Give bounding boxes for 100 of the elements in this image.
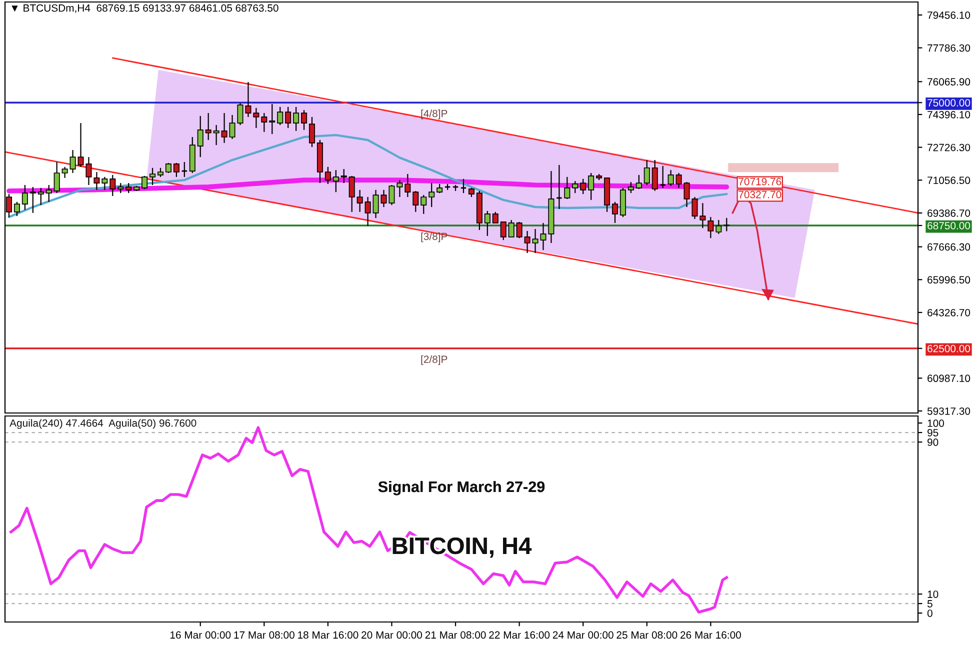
candlestick [612,201,618,224]
candlestick [277,106,284,126]
chart-title: ▼ BTCUSDm,H4 68769.15 69133.97 68461.05 68763.50 [12,4,278,13]
candlestick [110,174,116,197]
candlestick [54,161,60,194]
candlestick [348,175,355,212]
y-tick-label: 75000.00 [928,99,970,106]
annotation: 70719.76 [738,178,782,186]
ref-line-label: [3/8]P [421,232,448,242]
candlestick [396,180,403,198]
candlestick [14,201,20,217]
candlestick [580,178,586,195]
y-tick-label: 60987.10 [928,374,970,382]
candlestick [150,167,156,186]
x-tick-label: 17 Mar 08:00 [234,631,294,639]
x-tick-label: 25 Mar 08:00 [616,631,678,639]
candlestick [94,171,100,190]
candlestick [30,186,36,214]
candlestick [269,103,276,135]
x-tick-label: 24 Mar 00:00 [552,631,614,639]
candlestick [293,106,300,132]
candlestick [404,173,411,198]
candlestick [428,182,435,208]
y-tick-label: 64326.70 [928,308,970,316]
candlestick [588,172,594,200]
y-tick-label: 72726.30 [928,144,970,152]
candlestick [205,112,212,141]
candlestick [716,219,722,235]
x-tick-label: 20 Mar 00:00 [362,631,422,639]
candlestick [332,170,339,193]
y-tick-label: 76065.90 [928,78,970,86]
candlestick [436,183,443,194]
candlestick [46,184,52,202]
candlestick [492,211,498,224]
candlestick [118,182,124,194]
y-tick-label: 5 [927,600,932,608]
annotation: Aguila(240) 47.4664 Aguila(50) 96.7600 [10,419,196,429]
candlestick [652,159,658,192]
candlestick [500,221,506,241]
y-tick-label: 67666.30 [928,243,970,251]
candlestick [516,221,522,239]
candlestick [213,124,220,146]
candlestick [724,217,730,232]
candlestick [62,166,68,178]
candlestick [157,167,164,178]
candlestick [364,196,371,226]
candlestick [324,166,331,185]
candlestick [253,107,260,129]
ref-line-label: [2/8]P [421,355,448,366]
candlestick [644,159,650,186]
candlestick [308,116,316,148]
candlestick [285,106,292,129]
y-tick-label: 90 [928,438,938,446]
y-tick-label: 10 [928,590,938,598]
candlestick [261,112,268,132]
y-tick-label: 77786.30 [928,44,970,52]
y-tick-label: 0 [927,610,932,617]
candlestick [484,210,490,236]
candlestick [508,219,514,238]
y-tick-label: 62500.00 [928,344,970,352]
candlestick [628,181,634,194]
candlestick [245,81,252,118]
candlestick [412,190,419,212]
candlestick [22,184,28,211]
y-tick-label: 71056.50 [928,176,970,184]
y-tick-label: 65996.50 [928,276,970,284]
candlestick [126,182,132,194]
candlestick [173,162,180,178]
candlestick [708,216,714,239]
candlestick [102,176,108,190]
x-tick-label: 21 Mar 08:00 [425,631,486,639]
x-tick-label: 22 Mar 16:00 [489,631,550,639]
candlestick [676,172,682,188]
candlestick [668,170,674,187]
candlestick [572,180,578,194]
candlestick [356,189,363,212]
y-tick-label: 79456.10 [928,11,970,19]
y-tick-label: 100 [928,420,944,427]
y-tick-label: 68750.00 [928,222,970,230]
y-tick-label: 69386.70 [928,209,970,217]
y-tick-label: 74396.10 [928,110,970,118]
y-tick-label: 95 [928,429,938,436]
candlestick [38,187,44,206]
candlestick [340,168,347,184]
x-tick-label: 26 Mar 16:00 [680,631,741,639]
y-tick-label: 59317.30 [927,407,970,415]
candlestick [142,175,148,190]
candlestick [197,115,204,158]
annotation: 70327.70 [738,190,782,198]
candlestick [165,162,172,174]
annotation: Signal For March 27-29 [378,480,545,496]
candlestick [700,202,706,229]
candlestick [420,194,427,214]
ref-line-label: [4/8]P [421,110,448,120]
candlestick [468,187,474,198]
x-tick-label: 18 Mar 16:00 [298,631,358,639]
x-tick-label: 16 Mar 00:00 [170,631,231,639]
candlestick [636,174,642,190]
candlestick [301,110,308,130]
candlestick [564,176,570,200]
